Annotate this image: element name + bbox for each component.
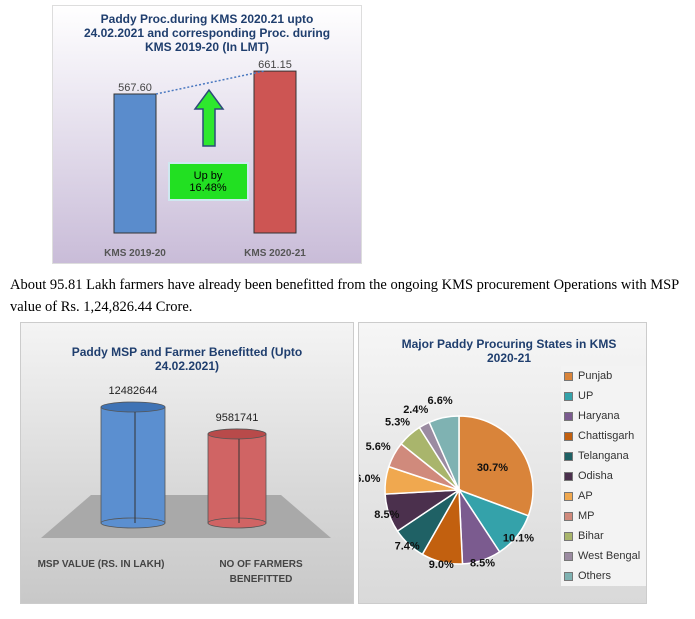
- legend-item: Telangana: [564, 446, 646, 466]
- legend-swatch: [564, 431, 573, 441]
- cylinder-bar: [100, 406, 166, 524]
- annotation-box: [168, 162, 249, 201]
- states-pie-chart: Major Paddy Procuring States in KMS 2020…: [358, 322, 647, 604]
- legend-label: West Bengal: [578, 550, 641, 562]
- data-label: 12482644: [109, 385, 158, 397]
- legend-swatch: [564, 571, 573, 581]
- legend-item: Odisha: [564, 466, 646, 486]
- category-label: BENEFITTED: [230, 574, 293, 585]
- pie-data-label: 10.1%: [503, 532, 534, 544]
- pie-data-label: 8.5%: [374, 509, 399, 521]
- legend-label: UP: [578, 390, 594, 402]
- pie-data-label: 5.6%: [366, 441, 391, 453]
- legend-label: Others: [578, 570, 612, 582]
- chart-title: Major Paddy Procuring States in KMS 2020…: [401, 337, 617, 365]
- cylinder-base: [100, 517, 166, 529]
- legend-label: Punjab: [578, 370, 613, 382]
- pie-data-label: 5.3%: [385, 417, 410, 429]
- legend-swatch: [564, 511, 573, 521]
- legend-label: AP: [578, 490, 593, 502]
- legend-item: Bihar: [564, 526, 646, 546]
- pie-legend: Punjab UP Haryana Chattisgarh Telangana Odish…: [561, 366, 646, 586]
- procurement-chart: Paddy Proc.during KMS 2020.21 upto 24.02…: [52, 5, 362, 264]
- legend-label: Bihar: [578, 530, 604, 542]
- legend-item: Punjab: [564, 366, 646, 386]
- legend-item: UP: [564, 386, 646, 406]
- pie-data-label: 6.6%: [428, 395, 453, 407]
- legend-label: Telangana: [578, 450, 629, 462]
- pie-data-label: 8.5%: [470, 557, 495, 569]
- bar-kms-2020-21: [253, 70, 297, 234]
- msp-farmer-chart-svg: 12482644 MSP VALUE (RS. IN LAKH) 9581741 NO…: [38, 385, 331, 585]
- cylinder-base: [207, 517, 267, 529]
- procurement-chart-svg: 567.60 KMS 2019-20 661.15 KMS 2020-21 Up by1…: [104, 59, 306, 259]
- legend-item: Haryana: [564, 406, 646, 426]
- pie-data-label: 7.4%: [395, 541, 420, 553]
- legend-label: Chattisgarh: [578, 430, 635, 442]
- bar-kms-2019-20: [113, 93, 157, 234]
- legend-swatch: [564, 551, 573, 561]
- category-label: KMS 2019-20: [104, 248, 166, 259]
- trend-dotted-line: [155, 70, 265, 95]
- legend-item: Others: [564, 566, 646, 586]
- chart-title: Paddy Proc.during KMS 2020.21 upto 24.02…: [83, 12, 331, 54]
- legend-swatch: [564, 531, 573, 541]
- data-label: 567.60: [118, 82, 152, 94]
- legend-swatch: [564, 451, 573, 461]
- pie-slice-others: [428, 415, 460, 491]
- category-label: MSP VALUE (RS. IN LAKH): [38, 559, 165, 570]
- category-label: NO OF FARMERS: [219, 559, 303, 570]
- legend-item: AP: [564, 486, 646, 506]
- cylinder-top: [100, 401, 166, 413]
- data-label: 9581741: [216, 412, 259, 424]
- annotation-text: Up by: [194, 170, 223, 182]
- pie-svg: 30.7% 10.1% 8.5% 9.0% 7.4% 8.5% 6.0% 5.6% 5.3%2.…: [359, 395, 534, 571]
- legend-item: Chattisgarh: [564, 426, 646, 446]
- legend-item: West Bengal: [564, 546, 646, 566]
- legend-swatch: [564, 371, 573, 381]
- up-arrow-icon: [193, 88, 225, 147]
- floor: [41, 495, 331, 538]
- data-label: 661.15: [258, 59, 292, 71]
- pie-data-label: 9.0%: [429, 559, 454, 571]
- farmers-benefitted-paragraph: About 95.81 Lakh farmers have already be…: [10, 277, 679, 315]
- legend-label: Odisha: [578, 470, 613, 482]
- legend-item: MP: [564, 506, 646, 526]
- pie-data-label: 6.0%: [359, 473, 381, 485]
- annotation-text: 16.48%: [189, 182, 227, 194]
- pie-data-label: 2.4%: [403, 404, 428, 416]
- legend-swatch: [564, 491, 573, 501]
- cylinder-top: [207, 428, 267, 440]
- category-label: KMS 2020-21: [244, 248, 306, 259]
- pie-slice-punjab: [458, 415, 534, 517]
- cylinder-bar: [207, 433, 267, 524]
- chart-title: Paddy MSP and Farmer Benefitted (Upto 24…: [71, 345, 303, 373]
- legend-swatch: [564, 411, 573, 421]
- legend-swatch: [564, 471, 573, 481]
- legend-swatch: [564, 391, 573, 401]
- pie-data-label: 30.7%: [477, 462, 508, 474]
- legend-label: MP: [578, 510, 595, 522]
- legend-label: Haryana: [578, 410, 620, 422]
- msp-farmer-chart: Paddy MSP and Farmer Benefitted (Upto 24…: [20, 322, 354, 604]
